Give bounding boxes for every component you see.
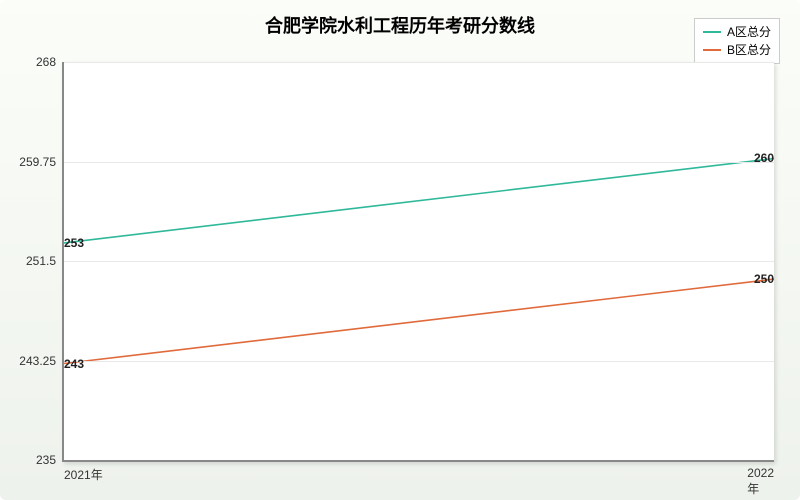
data-point-label: 250 [754, 272, 774, 286]
chart-title: 合肥学院水利工程历年考研分数线 [0, 12, 800, 38]
y-tick-label: 268 [36, 55, 56, 69]
legend-label-b: B区总分 [727, 41, 771, 59]
y-tick-label: 243.25 [19, 354, 56, 368]
series-line [64, 279, 774, 363]
plot-area: 235243.25251.5259.752682021年2022年2532602… [62, 62, 774, 462]
series-line [64, 158, 774, 242]
legend: A区总分 B区总分 [694, 18, 780, 64]
x-tick-label: 2021年 [64, 466, 103, 483]
gridline [64, 162, 774, 163]
legend-label-a: A区总分 [727, 23, 771, 41]
chart-container: 合肥学院水利工程历年考研分数线 A区总分 B区总分 235 243.25 251.5… [0, 0, 800, 500]
legend-item-b: B区总分 [703, 41, 771, 59]
y-tick-label: 251.5 [26, 254, 56, 268]
legend-item-a: A区总分 [703, 23, 771, 41]
x-tick-label: 2022年 [747, 466, 774, 497]
y-tick-label: 235 [36, 453, 56, 467]
gridline [64, 361, 774, 362]
gridline [64, 261, 774, 262]
legend-swatch-b [703, 49, 721, 51]
y-tick-label: 259.75 [19, 155, 56, 169]
data-point-label: 260 [754, 151, 774, 165]
data-point-label: 243 [64, 357, 84, 371]
data-point-label: 253 [64, 236, 84, 250]
legend-swatch-a [703, 31, 721, 33]
gridline [64, 62, 774, 63]
